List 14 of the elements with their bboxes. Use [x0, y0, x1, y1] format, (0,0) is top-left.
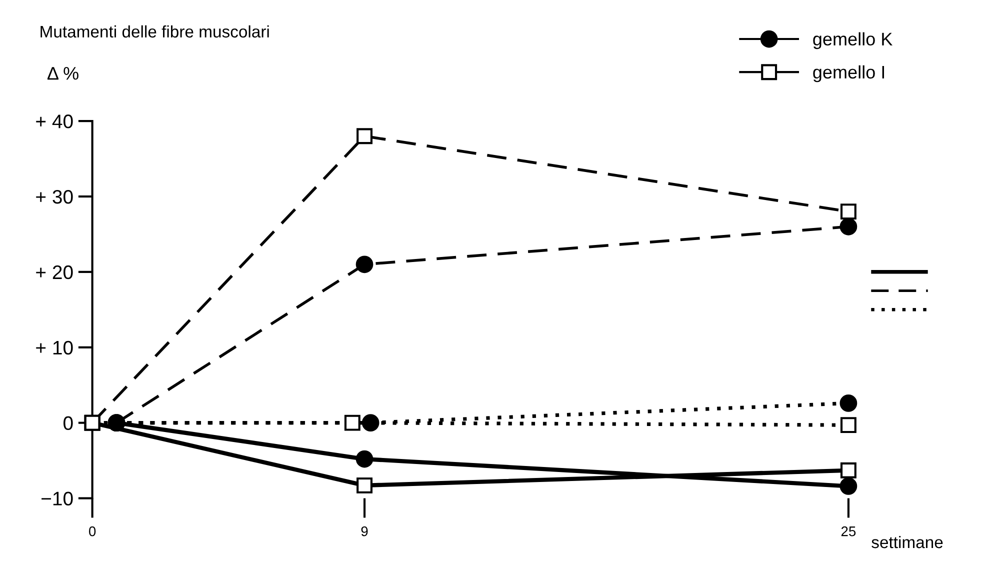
x-tick-label: 9: [361, 526, 368, 536]
chart-title: Mutamenti delle fibre muscolari: [40, 25, 269, 38]
x-tick-label: 25: [841, 526, 856, 536]
y-tick-label: + 10: [36, 340, 73, 355]
y-tick-label: 0: [64, 416, 73, 430]
y-axis-title: Δ %: [47, 67, 78, 80]
y-tick-label: + 30: [36, 190, 73, 204]
y-tick-label: −10: [42, 492, 73, 506]
legend-label: gemello I: [813, 65, 884, 82]
legend-label: gemello K: [813, 32, 892, 50]
y-tick-label: + 40: [36, 114, 73, 128]
x-axis-title: settimane: [872, 536, 943, 548]
y-tick-label: + 20: [36, 265, 73, 280]
x-tick-label: 0: [88, 526, 96, 536]
